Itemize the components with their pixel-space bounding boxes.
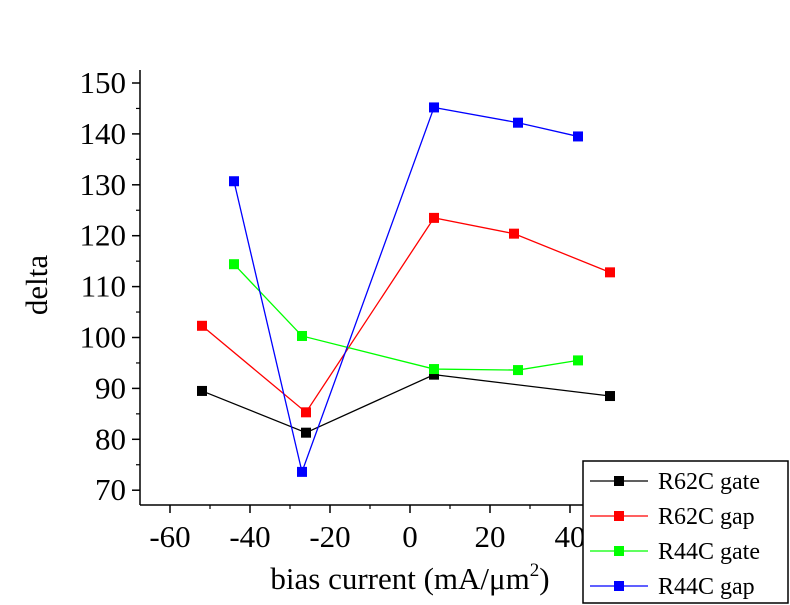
x-tick-label: -60	[149, 519, 190, 554]
data-point	[513, 117, 523, 128]
y-tick-label: 100	[80, 320, 127, 355]
data-point	[301, 407, 311, 418]
y-axis-title: delta	[19, 255, 54, 315]
data-point	[429, 212, 439, 223]
legend-label: R62C gate	[658, 469, 760, 495]
legend-marker	[614, 511, 624, 521]
data-point	[229, 176, 239, 187]
data-point	[197, 385, 207, 396]
data-point	[513, 365, 523, 376]
data-point	[297, 466, 307, 477]
legend-marker	[614, 581, 624, 591]
x-tick-label: 0	[402, 519, 418, 554]
legend-label: R62C gap	[658, 504, 755, 530]
legend-marker	[614, 546, 624, 556]
data-point	[429, 364, 439, 375]
x-axis-title: bias current (mA/μm2)	[270, 560, 549, 596]
ticks	[132, 82, 571, 513]
data-point	[197, 320, 207, 331]
data-point	[229, 259, 239, 270]
data-point	[297, 330, 307, 341]
y-tick-label: 90	[95, 370, 126, 405]
legend-items: R62C gate R62C gap R44C gate R44C gap	[590, 469, 760, 600]
data-point	[573, 131, 583, 142]
series-markers	[197, 102, 615, 477]
data-point	[301, 427, 311, 438]
y-tick-label: 130	[80, 167, 127, 202]
y-tick-label: 70	[95, 472, 126, 507]
x-tick-label: 20	[475, 519, 506, 554]
x-axis-title-main: bias current (mA/μm	[270, 561, 529, 596]
data-point	[429, 102, 439, 113]
data-point	[429, 369, 439, 380]
y-tick-label: 110	[81, 269, 126, 304]
data-point	[573, 355, 583, 366]
y-tick-label: 80	[95, 421, 126, 456]
legend-label: R44C gate	[658, 539, 760, 565]
x-tick-label: -40	[229, 519, 270, 554]
legend-label: R44C gap	[658, 574, 755, 600]
data-point	[605, 267, 615, 278]
y-tick-label: 120	[80, 218, 127, 253]
y-tick-label: 150	[80, 65, 127, 100]
data-point	[509, 228, 519, 239]
y-tick-label: 140	[80, 116, 127, 151]
tick-labels: 70 80 90 100 110 120 130 140 150 -60 -40 -20 0 20 40	[80, 65, 586, 554]
legend: R62C gate R62C gap R44C gate R44C gap	[582, 460, 789, 604]
series-line	[201, 373, 611, 434]
axes	[139, 70, 583, 506]
x-axis-title-superscript: 2	[530, 560, 540, 581]
x-axis-title-suffix: )	[539, 561, 549, 596]
x-tick-label: 40	[555, 519, 586, 554]
x-tick-label: -20	[309, 519, 350, 554]
legend-marker	[614, 476, 624, 486]
data-point	[605, 391, 615, 402]
